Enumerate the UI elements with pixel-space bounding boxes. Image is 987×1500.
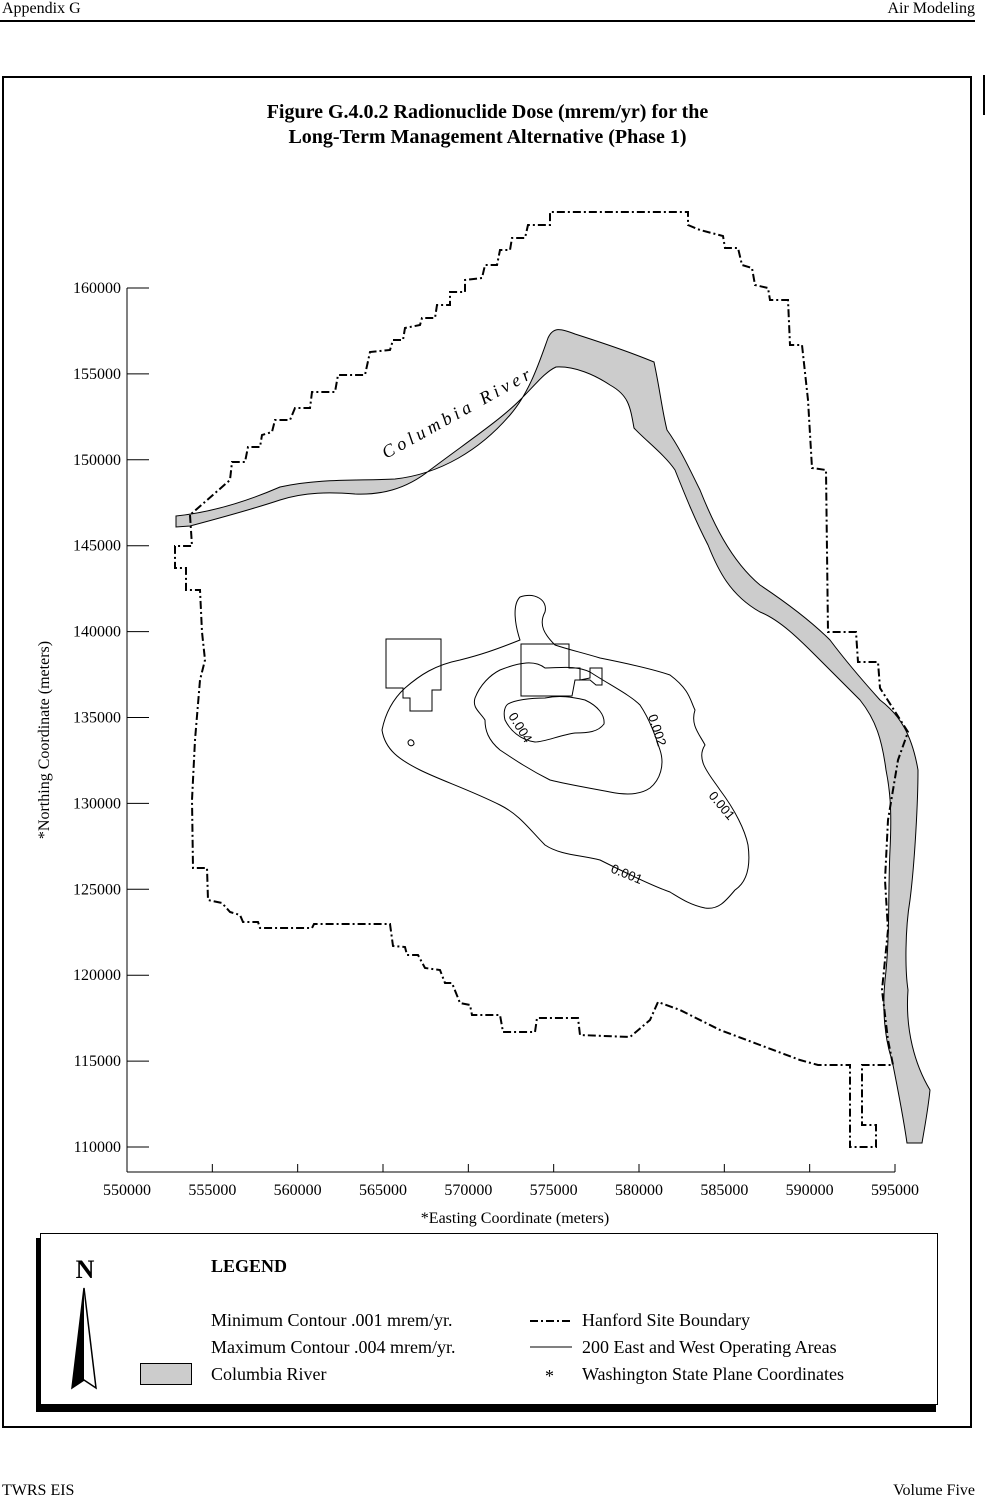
x-tick-label: 590000 bbox=[786, 1182, 834, 1199]
figure-title-line2: Long-Term Management Alternative (Phase … bbox=[288, 126, 687, 148]
contour-0-001-islet bbox=[407, 739, 415, 747]
contour-0-004 bbox=[503, 696, 605, 743]
y-tick-label: 130000 bbox=[73, 795, 121, 812]
x-axis-label: *Easting Coordinate (meters) bbox=[421, 1210, 609, 1227]
legend-boundary: Hanford Site Boundary bbox=[582, 1310, 750, 1330]
x-tick-label: 565000 bbox=[359, 1182, 407, 1199]
x-tick-label: 560000 bbox=[274, 1182, 322, 1199]
figure-frame bbox=[2, 76, 972, 1428]
x-axis-ticks: 550000 555000 560000 565000 570000 575000 5800… bbox=[103, 1164, 919, 1199]
hanford-site-boundary bbox=[174, 211, 910, 1148]
footer-volume: Volume Five bbox=[893, 1482, 975, 1499]
change-bar bbox=[983, 75, 985, 115]
x-tick-label: 595000 bbox=[871, 1182, 919, 1199]
y-tick-label: 135000 bbox=[73, 710, 121, 727]
legend-operating: 200 East and West Operating Areas bbox=[582, 1337, 837, 1357]
x-tick-label: 585000 bbox=[700, 1182, 748, 1199]
200-west-area bbox=[385, 638, 442, 712]
y-tick-label: 140000 bbox=[73, 624, 121, 641]
figure-title-line1: Figure G.4.0.2 Radionuclide Dose (mrem/y… bbox=[266, 101, 709, 123]
x-tick-label: 550000 bbox=[103, 1182, 151, 1199]
header-chapter: Air Modeling bbox=[887, 0, 975, 17]
y-tick-label: 155000 bbox=[73, 366, 121, 383]
x-tick-label: 575000 bbox=[530, 1182, 578, 1199]
y-tick-label: 160000 bbox=[73, 280, 121, 297]
y-tick-label: 125000 bbox=[73, 881, 121, 898]
contour-0-002 bbox=[473, 662, 663, 795]
y-tick-label: 120000 bbox=[73, 967, 121, 984]
legend-river: Columbia River bbox=[211, 1364, 327, 1384]
legend-min-contour: Minimum Contour .001 mrem/yr. bbox=[211, 1310, 453, 1330]
legend-asterisk: * bbox=[545, 1366, 554, 1386]
header-rule bbox=[0, 20, 975, 22]
legend-max-contour: Maximum Contour .004 mrem/yr. bbox=[211, 1337, 456, 1357]
map-axes bbox=[126, 288, 895, 1173]
y-tick-label: 115000 bbox=[74, 1053, 121, 1070]
y-axis-ticks: 160000 155000 150000 145000 140000 135000 1300… bbox=[73, 280, 149, 1156]
legend-river-swatch bbox=[140, 1363, 192, 1385]
legend-coords: Washington State Plane Coordinates bbox=[582, 1364, 845, 1384]
x-tick-label: 570000 bbox=[444, 1182, 492, 1199]
contour-0-001 bbox=[381, 595, 750, 909]
x-tick-label: 580000 bbox=[615, 1182, 663, 1199]
y-axis-label: *Northing Coordinate (meters) bbox=[36, 641, 53, 839]
dose-contours bbox=[381, 595, 750, 909]
columbia-river bbox=[175, 329, 931, 1144]
footer-doc: TWRS EIS bbox=[2, 1482, 75, 1499]
x-tick-label: 555000 bbox=[188, 1182, 236, 1199]
y-tick-label: 150000 bbox=[73, 452, 121, 469]
legend-title: LEGEND bbox=[211, 1256, 288, 1276]
north-arrow-overlay-icon: N bbox=[71, 1255, 97, 1390]
y-tick-label: 110000 bbox=[74, 1139, 121, 1156]
north-overlay-label: N bbox=[76, 1255, 95, 1284]
header-section: Appendix G bbox=[2, 0, 81, 17]
figure-title: Figure G.4.0.2 Radionuclide Dose (mrem/y… bbox=[0, 100, 975, 150]
y-tick-label: 145000 bbox=[73, 538, 121, 555]
